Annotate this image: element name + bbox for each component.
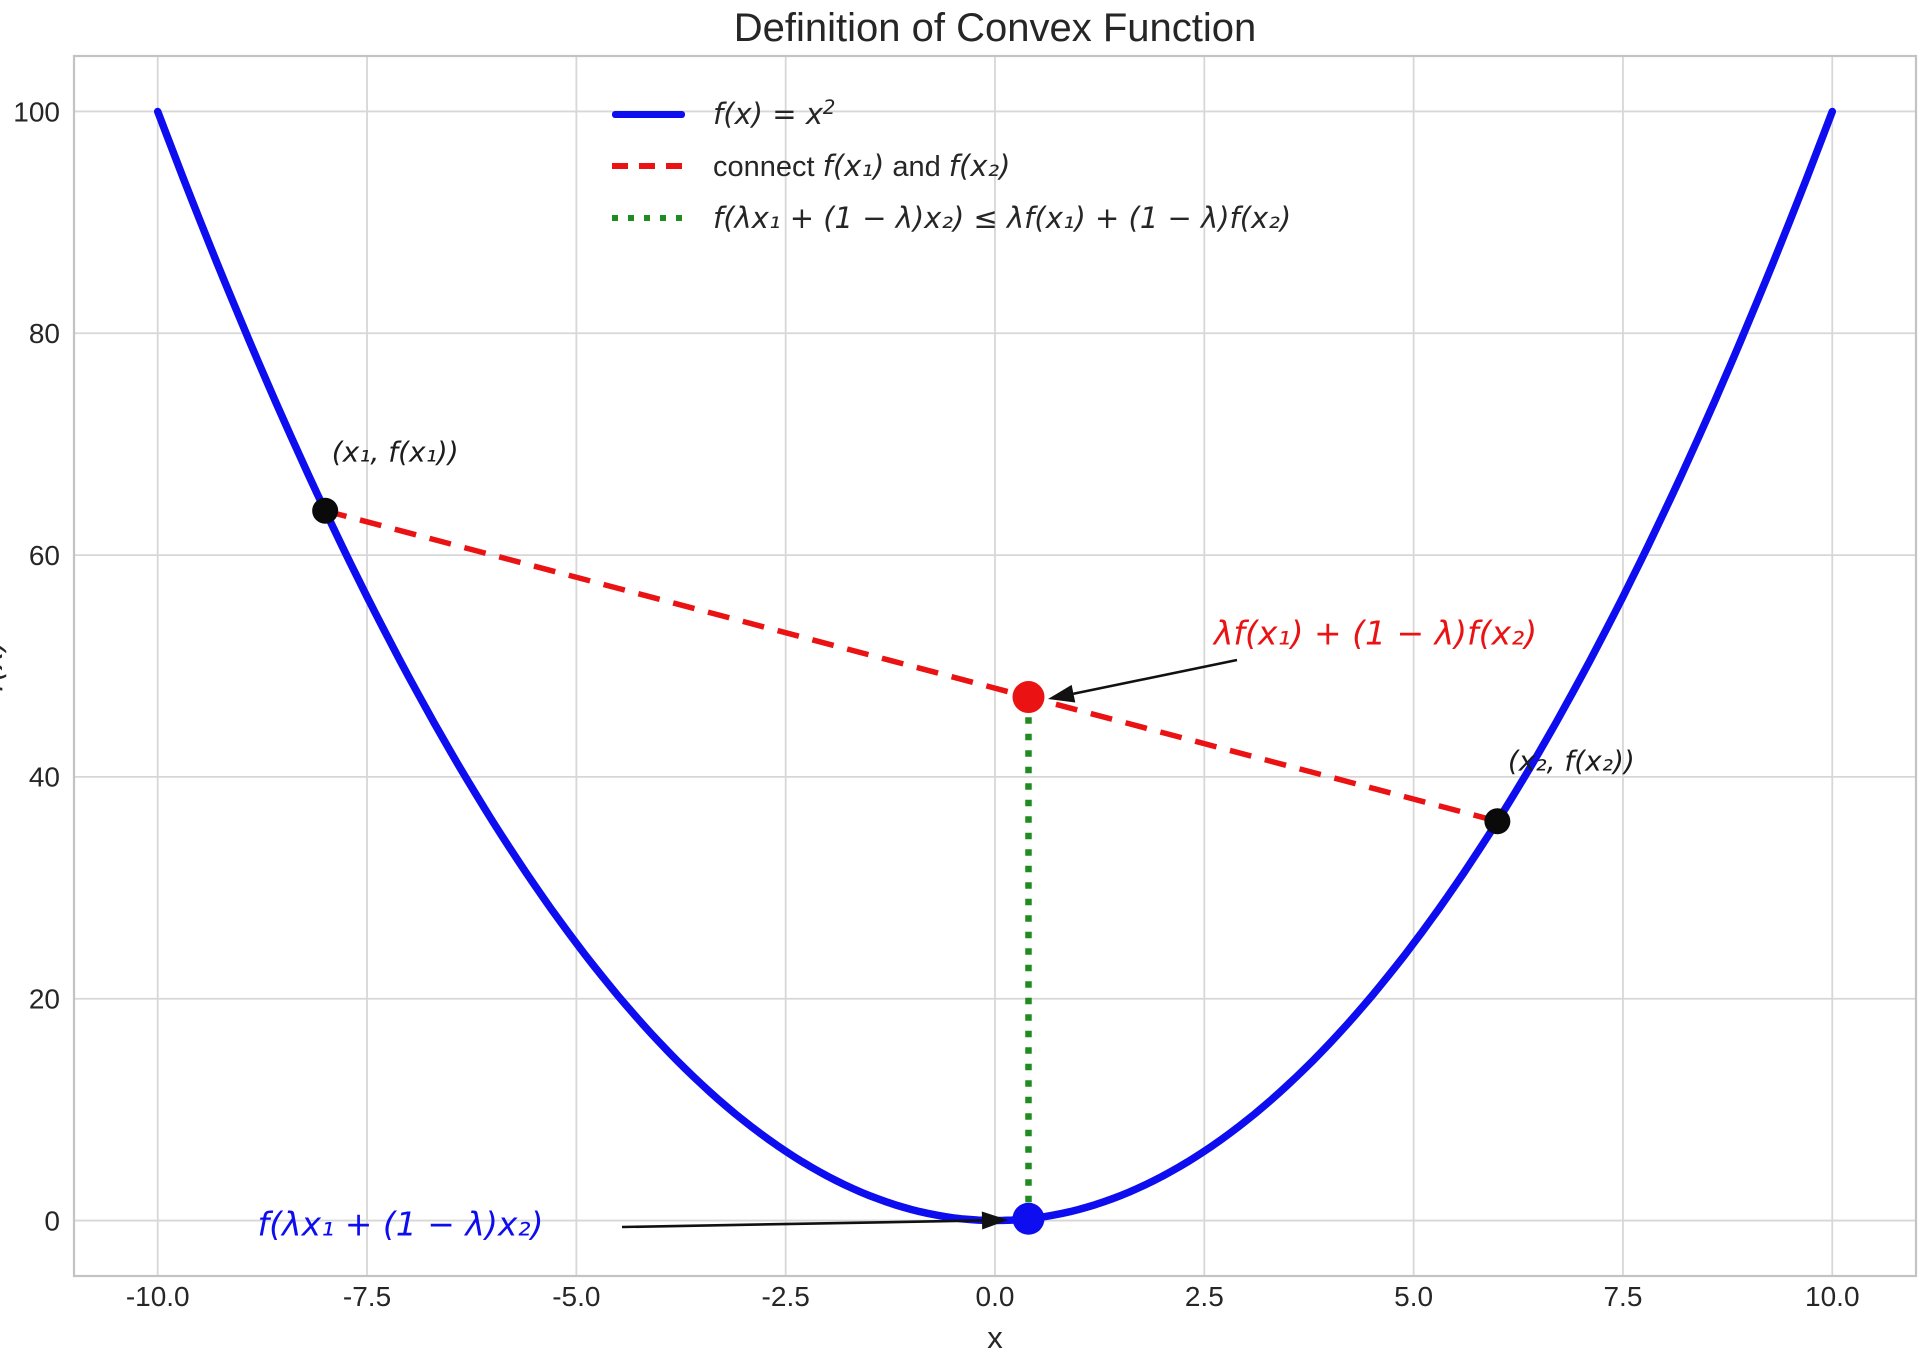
y-tick-label: 80 bbox=[29, 318, 60, 349]
x-tick-label: 10.0 bbox=[1805, 1281, 1860, 1312]
x-tick-label: -10.0 bbox=[126, 1281, 190, 1312]
legend-solid-line-swatch bbox=[612, 110, 685, 118]
legend-dotted-line-swatch bbox=[612, 215, 685, 221]
legend-label: f(x) = x2 bbox=[713, 96, 836, 131]
axes-border bbox=[72, 54, 1918, 1278]
legend-label: f(λx₁ + (1 − λ)x₂) ≤ λf(x₁) + (1 − λ)f(x… bbox=[713, 200, 1292, 235]
marker-chord_point bbox=[1012, 681, 1045, 714]
x-tick-label: 7.5 bbox=[1603, 1281, 1642, 1312]
x-axis-label: x bbox=[987, 1320, 1003, 1355]
y-tick-label: 20 bbox=[29, 984, 60, 1015]
blue-annot: f(λx₁ + (1 − λ)x₂) bbox=[257, 1204, 544, 1244]
marker-curve_point bbox=[1012, 1202, 1045, 1235]
y-axis-label: f(x) bbox=[0, 639, 10, 693]
y-tick-label: 0 bbox=[44, 1205, 60, 1236]
red-annot: λf(x₁) + (1 − λ)f(x₂) bbox=[1213, 613, 1538, 653]
p2-label: (x₂, f(x₂)) bbox=[1507, 744, 1635, 778]
chord-dashed-line bbox=[324, 508, 1499, 824]
x-tick-label: 2.5 bbox=[1185, 1281, 1224, 1312]
y-tick-label: 100 bbox=[13, 96, 60, 127]
annotation-arrow-head bbox=[1048, 684, 1076, 703]
annotation-arrow-head bbox=[981, 1211, 1008, 1230]
legend-item-2: f(λx₁ + (1 − λ)x₂) ≤ λf(x₁) + (1 − λ)f(x… bbox=[612, 192, 1291, 244]
x-tick-label: -2.5 bbox=[762, 1281, 810, 1312]
x-tick-label: 0.0 bbox=[976, 1281, 1015, 1312]
annotation-arrow-line bbox=[621, 1219, 983, 1229]
annotation-arrow-line bbox=[1073, 658, 1238, 696]
legend-item-1: connect f(x₁) and f(x₂) bbox=[612, 140, 1291, 192]
marker-x2 bbox=[1484, 808, 1511, 835]
legend-label: connect f(x₁) and f(x₂) bbox=[713, 148, 1011, 183]
chart-title: Definition of Convex Function bbox=[733, 6, 1257, 50]
p1-label: (x₁, f(x₁)) bbox=[331, 435, 459, 469]
legend-dashed-line-swatch bbox=[612, 163, 685, 169]
marker-x1 bbox=[312, 497, 339, 524]
x-tick-label: 5.0 bbox=[1394, 1281, 1433, 1312]
y-tick-label: 40 bbox=[29, 762, 60, 793]
y-tick-label: 60 bbox=[29, 540, 60, 571]
x-tick-label: -7.5 bbox=[343, 1281, 391, 1312]
legend: f(x) = x2 connect f(x₁) and f(x₂) f(λx₁ + … bbox=[612, 88, 1291, 244]
legend-item-0: f(x) = x2 bbox=[612, 88, 1291, 140]
x-tick-label: -5.0 bbox=[552, 1281, 600, 1312]
